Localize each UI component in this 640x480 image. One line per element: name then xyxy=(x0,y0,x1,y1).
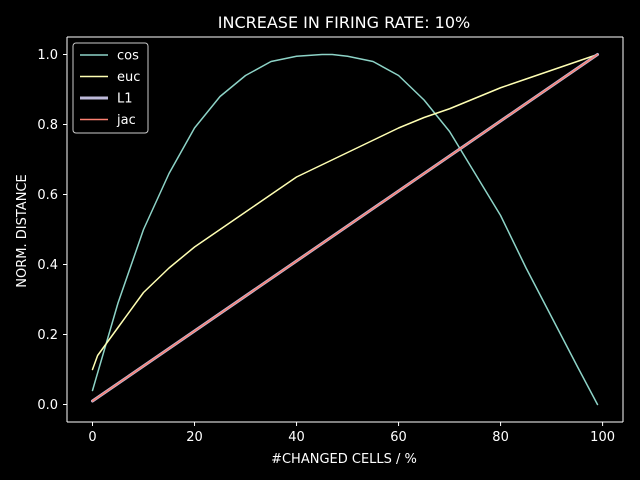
legend-label-jac: jac xyxy=(116,113,136,128)
x-tick-label: 40 xyxy=(288,430,305,445)
y-tick-label: 0.8 xyxy=(37,118,58,133)
y-tick-label: 0.6 xyxy=(37,188,58,203)
legend-label-L1: L1 xyxy=(117,92,133,107)
x-tick-label: 60 xyxy=(390,430,407,445)
legend-label-euc: euc xyxy=(117,70,140,85)
series-line-jac xyxy=(91,53,599,402)
series-line-cos xyxy=(91,53,599,406)
x-axis-label: #CHANGED CELLS / % xyxy=(271,452,417,467)
y-tick-label: 0.2 xyxy=(37,328,58,343)
series-line-euc xyxy=(91,53,599,371)
chart-title: INCREASE IN FIRING RATE: 10% xyxy=(218,13,470,32)
x-tick-label: 100 xyxy=(590,430,615,445)
legend-label-cos: cos xyxy=(117,49,139,64)
x-tick-label: 20 xyxy=(186,430,203,445)
x-tick-label: 0 xyxy=(88,430,96,445)
y-tick-label: 0.4 xyxy=(37,258,58,273)
y-tick-label: 1.0 xyxy=(37,48,58,63)
axes-layer: 0 20 40 60 80 100 0.0 0.2 0.4 0.6 0.8 1.0 xyxy=(37,36,624,445)
series-layer xyxy=(91,53,599,406)
legend: cos euc L1 jac xyxy=(72,42,149,134)
legend-box xyxy=(72,42,149,134)
y-axis-label: NORM. DISTANCE xyxy=(15,174,30,287)
x-tick-label: 80 xyxy=(492,430,509,445)
y-tick-label: 0.0 xyxy=(37,398,58,413)
